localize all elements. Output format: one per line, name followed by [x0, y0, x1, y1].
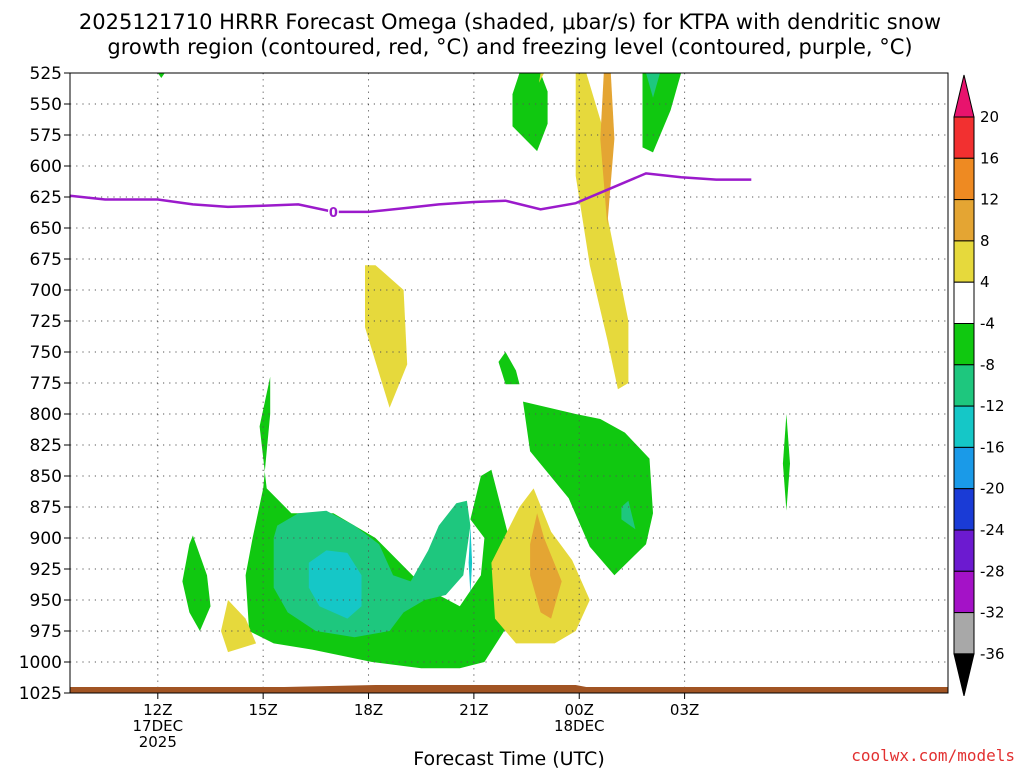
colorbar-swatch [953, 281, 975, 325]
x-tick-label: 12Z [143, 701, 172, 719]
plot-area: 0 [69, 72, 949, 694]
colorbar-swatch [953, 157, 975, 201]
x-axis-label: Forecast Time (UTC) [413, 748, 604, 768]
colorbar-swatch [953, 612, 975, 655]
grid-lines [70, 73, 948, 693]
colorbar-swatch [953, 240, 975, 283]
credit-text: coolwx.com/models [851, 746, 1015, 765]
omega-region-2 [538, 73, 545, 83]
colorbar-label: -8 [980, 356, 995, 374]
colorbar-swatch [953, 446, 975, 490]
omega-region-7 [365, 265, 408, 408]
colorbar-swatch [953, 364, 975, 407]
omega-region-5 [642, 73, 682, 153]
colorbar-swatch [953, 405, 975, 448]
colorbar-swatch [953, 529, 975, 572]
colorbar-label: -12 [980, 397, 1005, 415]
y-tick-label: 950 [30, 591, 62, 611]
colorbar-swatch [953, 116, 975, 159]
x-tick-label: 18DEC [554, 717, 605, 735]
y-tick-label: 625 [30, 188, 62, 208]
y-tick-label: 975 [30, 622, 62, 642]
y-tick-label: 700 [30, 281, 62, 301]
omega-region-4 [600, 73, 615, 226]
colorbar-label: 16 [980, 149, 999, 167]
y-tick-label: 675 [30, 250, 62, 270]
colorbar-label: -32 [980, 604, 1005, 622]
y-tick-label: 600 [30, 157, 62, 177]
y-tick-label: 1025 [19, 684, 62, 704]
colorbar-label: 20 [980, 108, 999, 126]
colorbar-label: -20 [980, 480, 1005, 498]
y-tick-label: 875 [30, 498, 62, 518]
colorbar: 20 16 12 8 4 -4 -8 -12 -16 -20 -24 -28 -32 -36 [953, 74, 1005, 697]
omega-region-1 [512, 73, 548, 152]
ground-strip [70, 687, 948, 693]
omega-region-6 [646, 73, 660, 98]
colorbar-label: 4 [980, 273, 990, 291]
freezing-level-label: 0 [329, 206, 338, 221]
colorbar-label: -28 [980, 562, 1005, 580]
colorbar-label: -24 [980, 521, 1005, 539]
colorbar-swatch [953, 199, 975, 242]
y-tick-label: 1000 [19, 653, 62, 673]
omega-region-15 [468, 525, 473, 594]
terrain-ground [70, 685, 948, 693]
x-tick-label: 15Z [248, 701, 277, 719]
omega-region-19 [530, 513, 562, 619]
y-tick-label: 525 [30, 64, 62, 84]
chart-title-line1: 2025121710 HRRR Forecast Omega (shaded, … [79, 10, 941, 34]
y-tick-label: 725 [30, 312, 62, 332]
x-tick-label: 21Z [459, 701, 488, 719]
omega-region-3 [575, 73, 629, 390]
colorbar-bottom-arrow [953, 653, 975, 697]
freezing-level-contour: 0 [69, 172, 752, 222]
y-tick-label: 800 [30, 405, 62, 425]
colorbar-swatch [953, 488, 975, 531]
colorbar-label: 8 [980, 232, 990, 250]
x-tick-label: 2025 [139, 733, 177, 751]
y-tick-label: 650 [30, 219, 62, 239]
y-tick-label: 575 [30, 126, 62, 146]
ground-bump [284, 685, 587, 687]
x-tick-label: 17DEC [133, 717, 184, 735]
y-tick-label: 550 [30, 95, 62, 115]
omega-shaded-regions [157, 73, 790, 669]
y-tick-label: 850 [30, 467, 62, 487]
y-tick-label: 825 [30, 436, 62, 456]
colorbar-label: -36 [980, 645, 1005, 663]
omega-region-9 [523, 401, 653, 576]
omega-region-17 [221, 600, 257, 653]
x-tick-label: 00Z [565, 701, 594, 719]
y-axis: 525 550 575 600 625 650 675 700 725 750 775 800 825 8… [19, 64, 70, 704]
x-tick-label: 03Z [670, 701, 699, 719]
colorbar-label: -16 [980, 438, 1005, 456]
omega-region-14 [308, 550, 362, 619]
omega-region-11 [782, 414, 790, 511]
y-tick-label: 750 [30, 343, 62, 363]
omega-region-16 [182, 535, 211, 631]
y-tick-label: 900 [30, 529, 62, 549]
omega-region-8 [498, 352, 520, 385]
omega-region-0 [157, 73, 165, 78]
y-tick-label: 775 [30, 374, 62, 394]
colorbar-swatch [953, 323, 975, 366]
colorbar-top-arrow [953, 74, 975, 118]
colorbar-swatch [953, 570, 975, 614]
y-tick-label: 925 [30, 560, 62, 580]
chart-title-line2: growth region (contoured, red, °C) and f… [107, 35, 912, 59]
freezing-level-line [69, 172, 752, 214]
x-tick-label: 18Z [354, 701, 383, 719]
omega-region-10 [621, 500, 636, 530]
colorbar-label: 12 [980, 191, 999, 209]
colorbar-label: -4 [980, 315, 995, 333]
